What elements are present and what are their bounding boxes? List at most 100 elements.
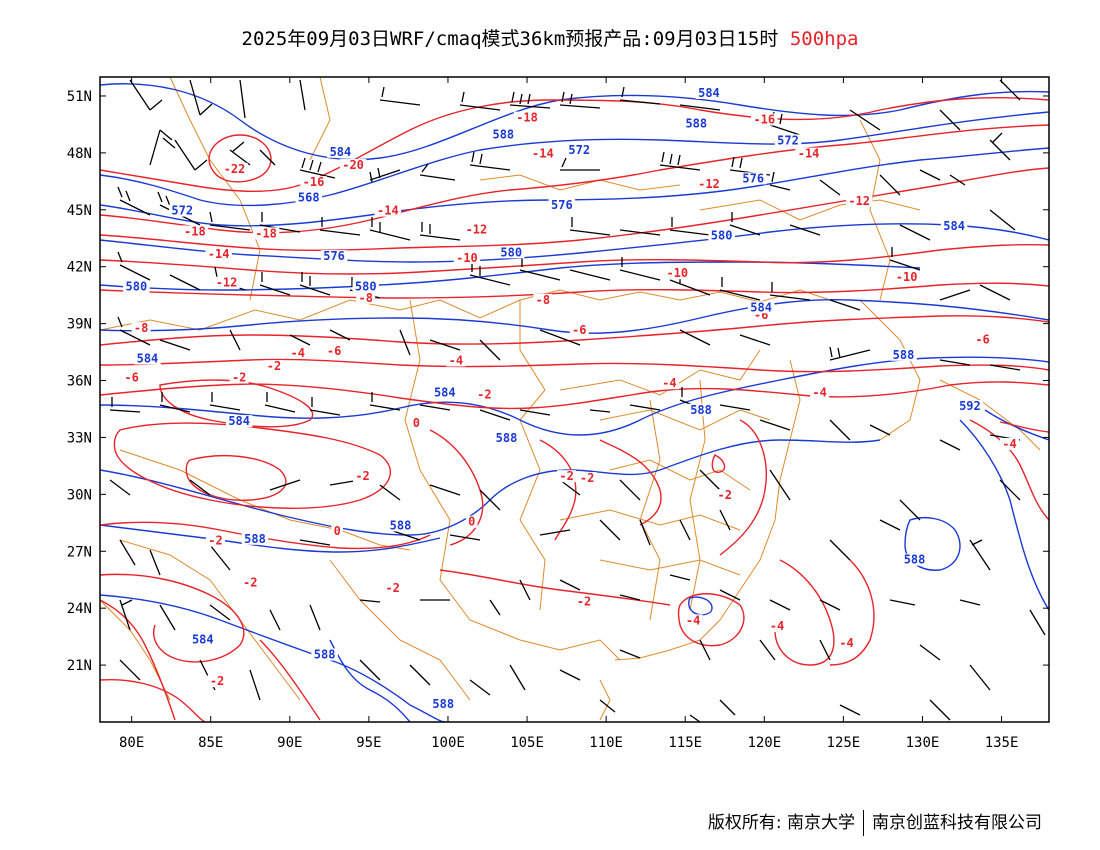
height-contour-label: 572 [171,204,193,218]
height-contour-label-bg [565,143,593,156]
height-contour-label-bg [747,301,775,314]
temperature-contour-label: -22 [224,162,246,176]
temperature-contour-label: -12 [466,223,488,237]
temperature-contour-label: -14 [377,204,399,218]
temperature-contour-label: -2 [559,469,573,483]
temperature-contour-label-bg [474,388,494,401]
temperature-contour-label: -6 [975,333,989,347]
temperature-contour-label-bg [324,344,344,357]
temperature-contour-label-bg [353,470,373,483]
height-contour-label-bg [429,697,457,710]
lat-tick-label: 39N [67,317,92,333]
temperature-contour-label: -2 [385,581,399,595]
temperature-contour-label: -2 [208,534,222,548]
lon-tick-label: 120E [747,735,781,751]
height-contour-label-bg [295,191,323,204]
lon-tick-label: 90E [277,735,302,751]
height-contour-label: 572 [568,143,590,157]
temperature-contour-label: -18 [516,111,538,125]
height-contour-label-bg [774,134,802,147]
lat-tick-label: 45N [67,203,92,219]
temperature-contour-label: -12 [216,276,238,290]
temperature-contour-label: -2 [355,469,369,483]
height-contour-label: 576 [551,198,573,212]
temperature-contour-label: -8 [358,291,372,305]
temperature-contour-label-bg [893,270,920,283]
height-contour-label-bg [890,348,917,361]
temperature-contour-label-bg [205,534,225,547]
temperature-contour-label-bg [810,386,830,399]
height-contour-label: 592 [959,399,981,413]
lon-tick-label: 125E [827,735,861,751]
temperature-contour-label-bg [229,371,249,384]
height-contour-label-bg [687,403,715,416]
lat-tick-label: 51N [67,89,92,105]
copyright-right: 南京创蓝科技有限公司 [872,813,1042,833]
lat-tick-label: 30N [67,487,92,503]
temperature-contour-label: -14 [532,147,554,161]
lat-tick-label: 21N [67,658,92,674]
temperature-contour-label-bg [240,576,260,589]
temperature-contour-label: -16 [303,175,325,189]
height-contour-label-bg [320,250,348,263]
temperature-contour-label-bg [557,470,577,483]
temperature-contour-label-bg [300,176,327,189]
temperature-contour-label-bg [574,595,594,608]
temperature-contour-label: -10 [456,251,478,265]
temperature-contour-label: -4 [686,613,700,627]
temperature-contour-label: -2 [718,488,732,502]
temperature-contour-label: -6 [327,344,341,358]
temperature-contour-label-bg [252,227,280,240]
temperature-contour-label: -4 [449,353,463,367]
temperature-contour-label: -4 [1002,437,1016,451]
temperature-contour-label-bg [715,489,735,502]
temperature-contour-label-bg [529,147,557,160]
temperature-contour-label-bg [181,225,209,238]
height-contour-label: 588 [492,128,514,142]
temperature-contour-label: -12 [848,194,870,208]
height-contour-label-bg [123,280,150,293]
temperature-contour-label-bg [374,204,402,217]
temperature-contour-label-bg [131,322,151,335]
latitude-axis: 51N 48N 45N 42N 39N 36N 33N 30N 27N 24N 21N [67,89,1049,674]
temperature-contour-label: -2 [580,471,594,485]
height-contour-label-bg [189,633,217,646]
lon-tick-label: 85E [198,735,223,751]
temperature-contour-label-bg [664,267,691,280]
temperature-contour-label-bg [453,252,481,265]
temperature-contour-label-bg [795,147,822,160]
temperature-contour-label: -4 [770,619,784,633]
temperature-contour-label-bg [122,371,142,384]
height-contour-label: 588 [496,431,518,445]
height-contour-label-bg [956,399,984,412]
height-contour-label-bg [311,648,338,661]
temperature-contour-label-bg [767,620,787,633]
height-contour-label: 588 [904,553,926,567]
temperature-contour-label: -2 [210,674,224,688]
temperature-contour-label-bg [577,472,597,485]
temperature-contour-label-bg [513,111,541,124]
height-contour-label: 588 [390,519,412,533]
height-labels: 584 584 588 588 572 572 576 568 572 576 580 584 576 5… [123,86,984,711]
longitude-axis: 80E 85E 90E 95E 100E 105E 110E 115E 120E 125E 130E… [119,77,1018,751]
temperature-contour-label: -14 [208,247,230,261]
height-contour-label-bg [497,246,525,259]
lat-tick-label: 42N [67,260,92,276]
height-contour-label-bg [940,219,968,232]
temperature-contour-label: -2 [243,575,257,589]
height-contour-label-bg [168,204,196,217]
temperature-contour-label-bg [999,437,1019,450]
lon-tick-label: 135E [985,735,1019,751]
height-contour-label: 576 [323,249,345,263]
temperature-contour-label: -2 [267,359,281,373]
temperature-contour-label: 0 [334,524,341,538]
height-contour-label-bg [387,519,414,532]
temperature-contour-label-bg [331,525,343,538]
height-contour-label-bg [327,145,354,158]
height-contour-label: 584 [943,219,965,233]
lat-tick-label: 24N [67,601,92,617]
temperature-contour-label-bg [356,291,376,304]
height-contour-label-bg [683,117,710,130]
height-contour-label: 584 [698,86,720,100]
